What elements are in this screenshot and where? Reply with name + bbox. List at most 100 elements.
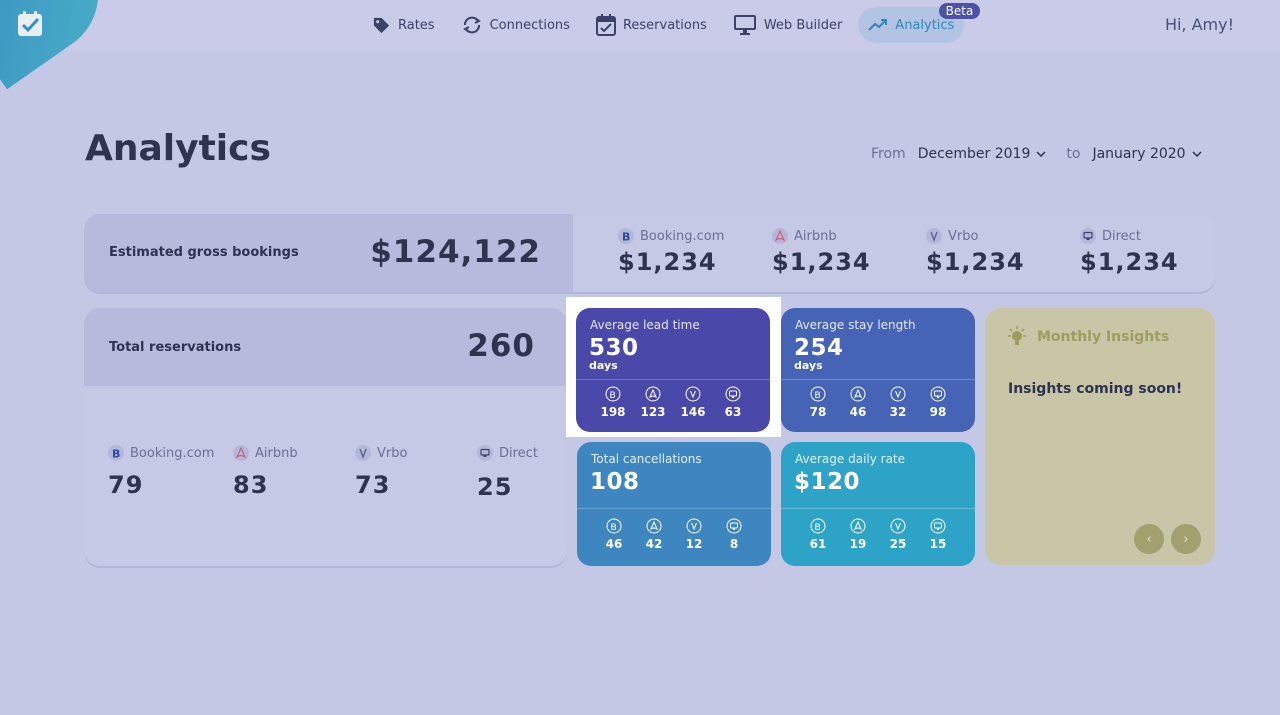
card-channel-stats: B 78 46 32 98 bbox=[799, 386, 957, 419]
booking-com-icon: B bbox=[108, 445, 124, 461]
stat-value: 198 bbox=[600, 405, 626, 419]
card-divider bbox=[577, 508, 771, 509]
stat-booking: B 46 bbox=[595, 518, 633, 551]
card-title: Average stay length bbox=[795, 318, 916, 332]
card-title: Average lead time bbox=[590, 318, 700, 332]
date-range: From December 2019 to January 2020 bbox=[871, 146, 1222, 162]
stat-airbnb: 42 bbox=[635, 518, 673, 551]
chevron-down-icon bbox=[1192, 151, 1202, 157]
gross-channel-booking-name: Booking.com bbox=[640, 228, 725, 244]
gross-channel-booking: B Booking.com $1,234 bbox=[618, 228, 724, 276]
stat-value: 98 bbox=[929, 405, 947, 419]
insights-next-button[interactable]: › bbox=[1171, 524, 1201, 554]
nav-web-builder[interactable]: Web Builder bbox=[723, 7, 852, 43]
svg-text:B: B bbox=[611, 523, 617, 533]
res-channel-direct-name: Direct bbox=[499, 445, 538, 461]
stat-value: 32 bbox=[889, 405, 907, 419]
stat-value: 123 bbox=[640, 405, 666, 419]
res-channel-vrbo-name: Vrbo bbox=[377, 445, 408, 461]
trend-up-icon bbox=[868, 19, 888, 31]
user-greeting[interactable]: Hi, Amy! bbox=[1164, 15, 1234, 34]
to-month-select[interactable]: January 2020 bbox=[1092, 146, 1202, 162]
card-channel-stats: B 46 42 12 8 bbox=[595, 518, 753, 551]
stat-airbnb: 19 bbox=[839, 518, 877, 551]
vrbo-icon bbox=[686, 518, 702, 534]
stat-value: 15 bbox=[929, 537, 947, 551]
nav-rates[interactable]: Rates bbox=[362, 7, 445, 43]
from-month-select[interactable]: December 2019 bbox=[918, 146, 1047, 162]
res-channel-booking-value: 79 bbox=[108, 471, 144, 499]
stat-value: 61 bbox=[809, 537, 827, 551]
card-value: 530 bbox=[589, 335, 639, 361]
stat-value: 46 bbox=[605, 537, 623, 551]
total-reservations-label: Total reservations bbox=[109, 340, 242, 355]
card-unit: days bbox=[589, 359, 618, 372]
stat-value: 78 bbox=[809, 405, 827, 419]
stat-booking: B 198 bbox=[594, 386, 632, 419]
airbnb-icon bbox=[850, 386, 866, 402]
stat-direct: 15 bbox=[919, 518, 957, 551]
monitor-icon bbox=[733, 15, 756, 35]
gross-channel-airbnb-name: Airbnb bbox=[794, 228, 837, 244]
main-nav: Rates Connections Reservations Web Build… bbox=[362, 3, 981, 44]
svg-text:B: B bbox=[610, 391, 616, 401]
stat-value: 19 bbox=[849, 537, 867, 551]
direct-monitor-icon bbox=[930, 518, 946, 534]
nav-rates-label: Rates bbox=[398, 17, 435, 33]
airbnb-icon bbox=[645, 386, 661, 402]
res-channel-direct-value: 25 bbox=[477, 473, 513, 501]
svg-text:B: B bbox=[815, 523, 821, 533]
direct-monitor-icon bbox=[725, 386, 741, 402]
insights-header: Monthly Insights bbox=[1005, 325, 1169, 349]
gross-bookings-summary: Estimated gross bookings $124,122 bbox=[84, 214, 573, 292]
nav-analytics[interactable]: Analytics Beta bbox=[858, 3, 981, 43]
card-divider bbox=[576, 379, 770, 380]
card-divider bbox=[781, 508, 975, 509]
to-label: to bbox=[1066, 146, 1081, 162]
calendar-check-icon bbox=[595, 14, 616, 36]
card-title: Total cancellations bbox=[591, 452, 702, 466]
nav-reservations[interactable]: Reservations bbox=[586, 7, 717, 43]
stat-booking: B 78 bbox=[799, 386, 837, 419]
gross-channel-booking-value: $1,234 bbox=[618, 248, 717, 276]
vrbo-icon bbox=[926, 228, 942, 244]
card-total-cancellations[interactable]: Total cancellations 108 B 46 42 12 8 bbox=[577, 442, 771, 566]
stat-vrbo: 32 bbox=[879, 386, 917, 419]
stat-direct: 8 bbox=[715, 518, 753, 551]
card-channel-stats: B 198 123 146 63 bbox=[594, 386, 752, 419]
stat-airbnb: 123 bbox=[634, 386, 672, 419]
res-channel-airbnb-value: 83 bbox=[233, 471, 269, 499]
booking-com-icon: B bbox=[810, 518, 826, 534]
direct-monitor-icon bbox=[726, 518, 742, 534]
card-value: 254 bbox=[794, 335, 844, 361]
card-value: 108 bbox=[590, 469, 640, 495]
res-channel-booking: B Booking.com 79 bbox=[108, 445, 214, 499]
gross-channel-airbnb-value: $1,234 bbox=[772, 248, 871, 276]
to-month-value: January 2020 bbox=[1092, 146, 1186, 162]
stat-airbnb: 46 bbox=[839, 386, 877, 419]
insights-prev-button[interactable]: ‹ bbox=[1134, 524, 1164, 554]
from-label: From bbox=[871, 146, 906, 162]
booking-com-icon: B bbox=[618, 228, 634, 244]
nav-connections[interactable]: Connections bbox=[451, 7, 580, 43]
total-reservations-value: 260 bbox=[467, 328, 535, 364]
booking-com-icon: B bbox=[810, 386, 826, 402]
logo-calendar-check-icon[interactable] bbox=[16, 10, 44, 38]
card-divider bbox=[781, 379, 975, 380]
card-average-daily-rate[interactable]: Average daily rate $120 B 61 19 25 15 bbox=[781, 442, 975, 566]
direct-monitor-icon bbox=[930, 386, 946, 402]
stat-booking: B 61 bbox=[799, 518, 837, 551]
chevron-down-icon bbox=[1036, 151, 1046, 157]
chevron-left-icon: ‹ bbox=[1146, 531, 1152, 547]
card-average-stay-length[interactable]: Average stay length 254 days B 78 46 32 9… bbox=[781, 308, 975, 432]
vrbo-icon bbox=[685, 386, 701, 402]
res-channel-vrbo-value: 73 bbox=[355, 471, 391, 499]
chevron-right-icon: › bbox=[1183, 531, 1189, 547]
card-average-lead-time[interactable]: Average lead time 530 days B 198 123 146 … bbox=[576, 308, 770, 432]
direct-monitor-icon bbox=[1080, 228, 1096, 244]
airbnb-icon bbox=[646, 518, 662, 534]
tag-icon bbox=[373, 17, 390, 33]
res-channel-airbnb-name: Airbnb bbox=[255, 445, 298, 461]
card-value: $120 bbox=[794, 469, 861, 495]
gross-channel-airbnb: Airbnb $1,234 bbox=[772, 228, 871, 276]
